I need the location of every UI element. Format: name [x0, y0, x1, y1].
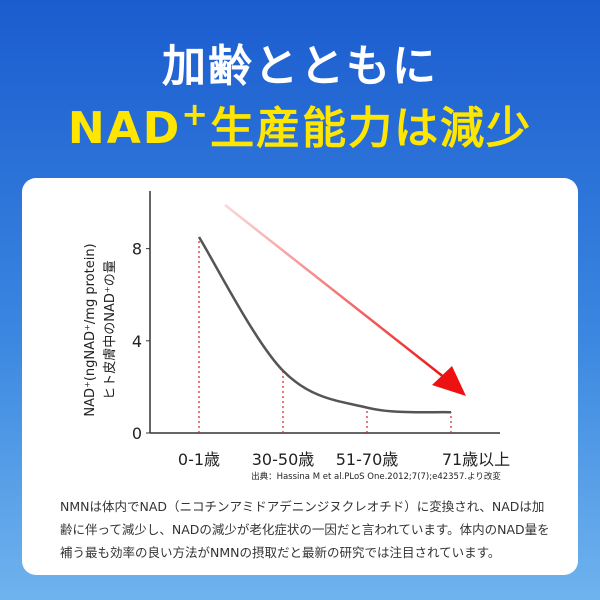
x-tick-label: 0-1歳 — [178, 450, 220, 469]
title-line-2: NAD+生産能力は減少 — [0, 92, 600, 156]
title-rest: 生産能力は減少 — [210, 103, 533, 154]
data-line — [197, 236, 452, 414]
y-tick-label: 4 — [132, 332, 142, 351]
title-line-1: 加齢とともに — [162, 41, 438, 92]
x-tick-label: 30-50歳 — [252, 450, 315, 469]
x-tick-label: 71歳以上 — [442, 450, 510, 469]
card — [22, 178, 578, 575]
y-label-1: NAD⁺(ngNAD⁺/mg protein) — [83, 243, 98, 416]
title-sup: + — [181, 95, 211, 133]
description: NMNは体内でNAD（ニコチンアミドアデニンジヌクレオチド）に変換され、NADは… — [60, 499, 550, 560]
x-tick-label: 51-70歳 — [336, 450, 399, 469]
y-tick-label: 8 — [132, 240, 142, 259]
y-tick-label: 0 — [132, 424, 142, 443]
arrow-head — [432, 366, 466, 396]
source: 出典：Hassina M et al.PLoS One.2012;7(7);e4… — [251, 471, 501, 482]
title-nad: NAD — [67, 103, 182, 154]
trend-arrow — [224, 204, 446, 379]
y-label-2: ヒト皮膚中のNAD⁺の量 — [102, 260, 118, 400]
